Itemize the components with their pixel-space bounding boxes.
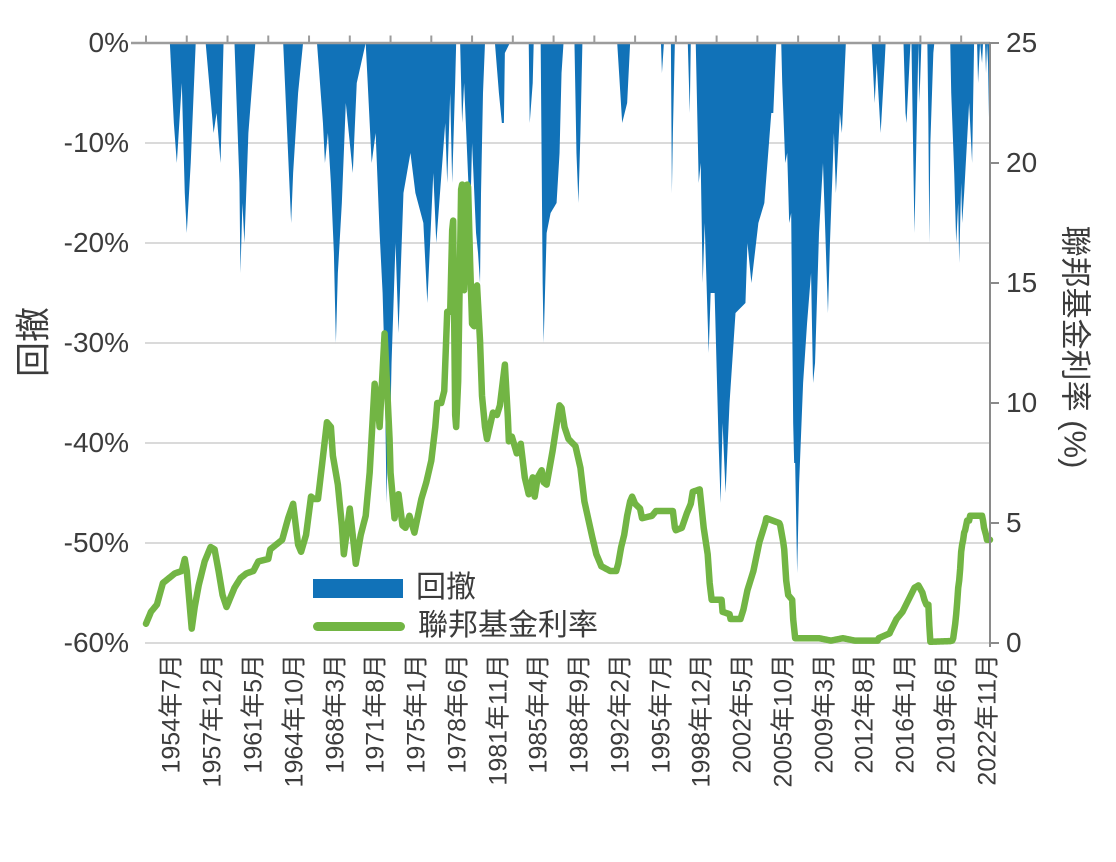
right-axis-tick-label: 15 xyxy=(1006,267,1038,298)
legend-swatch-fed-funds-line xyxy=(313,621,405,631)
right-axis-tick-label: 0 xyxy=(1006,627,1022,658)
x-axis-tick-label: 1981年11月 xyxy=(484,654,513,786)
x-axis-tick-label: 1968年3月 xyxy=(321,654,350,774)
x-axis-tick-label: 1985年4月 xyxy=(524,654,553,774)
fed-funds-line xyxy=(142,181,994,646)
left-axis-tick-label: -50% xyxy=(63,527,129,558)
right-axis-tick-label: 5 xyxy=(1006,507,1022,538)
left-axis-tick-label: -60% xyxy=(63,627,129,658)
right-axis-tick-label: 25 xyxy=(1006,27,1038,58)
x-axis-tick-label: 2002年5月 xyxy=(728,654,757,774)
drawdown-area xyxy=(146,43,990,573)
x-axis-tick-label: 1975年1月 xyxy=(402,654,431,774)
x-axis-tick-label: 1998年12月 xyxy=(687,654,716,788)
legend-item-fed-funds-rate: 聯邦基金利率 xyxy=(313,611,598,641)
right-axis-title: 聯邦基金利率 (%) xyxy=(1057,225,1093,469)
x-axis-tick-label: 1995年7月 xyxy=(647,654,676,774)
x-axis-tick-label: 2022年11月 xyxy=(973,654,1002,786)
x-axis-tick-label: 1971年8月 xyxy=(361,654,390,774)
x-axis-tick-label: 2009年3月 xyxy=(810,654,839,774)
x-axis-tick-label: 2005年10月 xyxy=(769,654,798,788)
legend-label-fed-funds-rate: 聯邦基金利率 xyxy=(418,609,598,642)
legend: 回撤 聯邦基金利率 xyxy=(313,573,598,641)
legend-item-drawdown: 回撤 xyxy=(313,573,598,603)
right-axis-tick-label: 20 xyxy=(1006,147,1038,178)
x-axis-tick-label: 1954年7月 xyxy=(158,654,186,774)
x-axis-tick-label: 1957年12月 xyxy=(198,654,227,788)
x-axis-tick-label: 1992年2月 xyxy=(606,654,635,774)
left-axis-tick-label: -10% xyxy=(63,127,129,158)
left-axis-tick-label: -30% xyxy=(63,327,129,358)
x-axis-tick-label: 2016年1月 xyxy=(891,654,920,774)
x-axis-tick-label: 1961年5月 xyxy=(239,654,268,774)
legend-swatch-drawdown-area xyxy=(313,578,403,598)
left-axis-tick-label: -40% xyxy=(63,427,129,458)
legend-label-drawdown: 回撤 xyxy=(416,571,476,604)
left-axis-tick-label: 0% xyxy=(88,27,129,58)
x-axis-tick-label: 1978年6月 xyxy=(443,654,472,774)
x-axis-tick-label: 1964年10月 xyxy=(280,654,309,788)
x-axis-tick-label: 1988年9月 xyxy=(565,654,594,774)
left-axis-tick-label: -20% xyxy=(63,227,129,258)
x-axis-tick-label: 2012年8月 xyxy=(850,654,879,774)
right-axis-tick-label: 10 xyxy=(1006,387,1038,418)
x-axis-tick-label: 2019年6月 xyxy=(932,654,961,774)
